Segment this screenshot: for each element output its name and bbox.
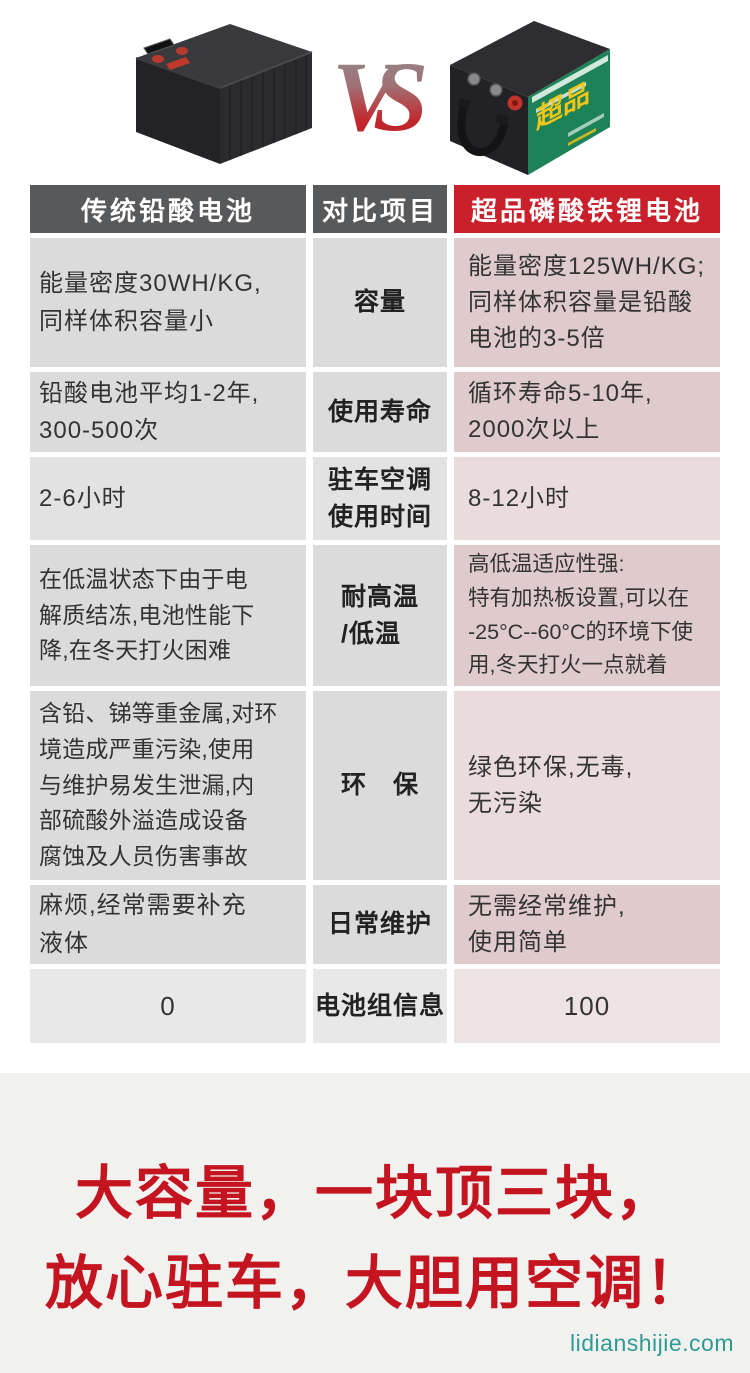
item-cell: 环 保: [313, 691, 447, 880]
battery-terminal-red: [176, 47, 188, 55]
header-lead-acid: 传统铅酸电池: [30, 185, 306, 233]
header-lithium-label: 超品磷酸铁锂电池: [470, 195, 703, 226]
vs-logo: VS: [332, 41, 430, 152]
green-label-panel: [528, 49, 610, 175]
battery-display-window: [143, 38, 175, 55]
header-lithium: 超品磷酸铁锂电池: [454, 185, 720, 233]
lead-acid-cell: 能量密度30WH/KG, 同样体积容量小: [30, 238, 306, 367]
vs-text: VS: [332, 41, 425, 152]
hero-section: VS 超品: [0, 0, 750, 185]
item-cell: 容量: [313, 238, 447, 367]
lithium-battery-image: 超品: [450, 21, 610, 175]
slogan-line1: 大容量，一块顶三块，: [74, 1161, 675, 1226]
comparison-table: 传统铅酸电池 对比项目 超品磷酸铁锂电池 能量密度30WH/KG, 同样体积容量…: [30, 185, 720, 1043]
battery-terminal: [489, 83, 503, 97]
lead-acid-battery-image: [135, 24, 313, 164]
lead-acid-cell: 铅酸电池平均1-2年, 300-500次: [30, 372, 306, 452]
lithium-cell: 100: [454, 969, 720, 1043]
header-item-label: 对比项目: [321, 195, 438, 226]
item-cell: 电池组信息: [313, 969, 447, 1043]
lithium-cell: 循环寿命5-10年, 2000次以上: [454, 372, 720, 452]
lead-acid-cell: 0: [30, 969, 306, 1043]
lead-acid-cell: 麻烦,经常需要补充 液体: [30, 885, 306, 964]
lithium-cell: 无需经常维护, 使用简单: [454, 885, 720, 964]
item-cell: 驻车空调 使用时间: [313, 457, 447, 540]
lithium-cell: 8-12小时: [454, 457, 720, 540]
lithium-cell: 能量密度125WH/KG; 同样体积容量是铅酸 电池的3-5倍: [454, 238, 720, 367]
slogan-line2: 放心驻车，大胆用空调！: [44, 1251, 705, 1316]
header-lead-acid-label: 传统铅酸电池: [80, 195, 255, 226]
item-cell: 使用寿命: [313, 372, 447, 452]
lead-acid-cell: 2-6小时: [30, 457, 306, 540]
item-cell: 耐高温 /低温: [313, 545, 447, 686]
lithium-cell: 绿色环保,无毒, 无污染: [454, 691, 720, 880]
item-cell: 日常维护: [313, 885, 447, 964]
battery-handle: [457, 103, 508, 157]
lead-acid-cell: 在低温状态下由于电 解质结冻,电池性能下 降,在冬天打火困难: [30, 545, 306, 686]
slogan-section: 大容量，一块顶三块， 放心驻车，大胆用空调！ lidianshijie.com: [0, 1073, 750, 1373]
battery-terminal-red: [152, 55, 164, 63]
battery-red-label: [166, 57, 190, 70]
watermark: lidianshijie.com: [570, 1330, 734, 1356]
header-item: 对比项目: [313, 185, 447, 233]
battery-ribs: [229, 54, 307, 161]
lithium-cell: 高低温适应性强: 特有加热板设置,可以在 -25°C--60°C的环境下使 用,…: [454, 545, 720, 686]
battery-terminal: [467, 72, 481, 86]
lead-acid-cell: 含铅、锑等重金属,对环 境造成严重污染,使用 与维护易发生泄漏,内 部硫酸外溢造…: [30, 691, 306, 880]
slogan: 大容量，一块顶三块， 放心驻车，大胆用空调！: [0, 1073, 750, 1329]
